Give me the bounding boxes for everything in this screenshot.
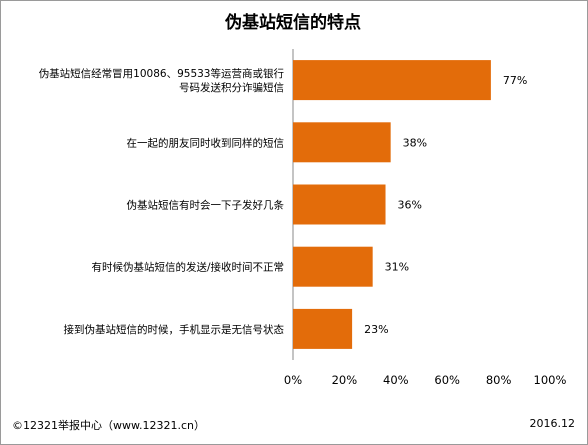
bar-3 [293,184,386,225]
x-tick-label-20pct: 20% [332,373,358,387]
footer-date: 2016.12 [529,417,576,430]
x-tick-label-100pct: 100% [534,373,567,387]
bar-1 [293,60,491,101]
x-tick-label-80pct: 80% [486,373,512,387]
value-label-1: 77% [503,74,527,87]
value-label-5: 23% [364,323,388,336]
bar-4 [293,246,373,287]
footer-source: ©12321举报中心（www.12321.cn） [12,419,205,432]
category-label-1-line-1: 伪基站短信经常冒用10086、95533等运营商或银行 [39,67,285,80]
category-label-3: 伪基站短信有时会一下子发好几条 [127,199,285,212]
chart-title: 伪基站短信的特点 [225,13,361,33]
x-tick-label-0pct: 0% [284,373,302,387]
bar-5 [293,308,353,349]
value-label-3: 36% [398,199,422,212]
value-label-4: 31% [385,261,409,274]
x-tick-label-40pct: 40% [383,373,409,387]
value-label-2: 38% [403,136,427,149]
bar-2 [293,122,391,163]
x-tick-label-60pct: 60% [434,373,460,387]
category-label-1-line-2: 号码发送积分诈骗短信 [179,81,284,94]
category-label-5: 接到伪基站短信的时候，手机显示是无信号状态 [64,323,285,336]
category-label-2: 在一起的朋友同时收到同样的短信 [127,136,285,149]
category-label-4: 有时候伪基站短信的发送/接收时间不正常 [91,261,284,274]
